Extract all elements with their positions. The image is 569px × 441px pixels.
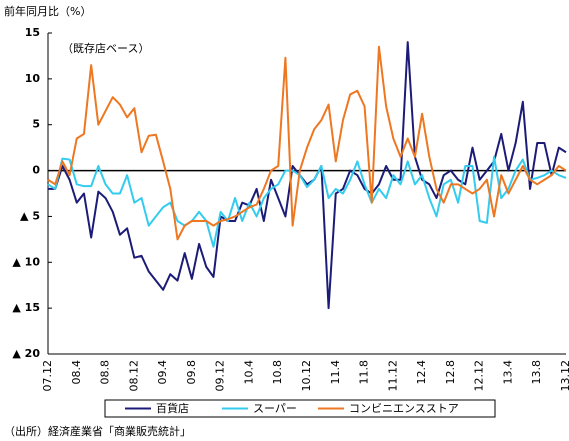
x-tick-label: 13.8: [530, 360, 543, 385]
series-line: [47, 155, 567, 248]
legend-label: コンビニエンスストア: [349, 402, 459, 415]
y-tick-label: 5: [32, 118, 40, 131]
legend-box: [104, 399, 496, 418]
y-axis-label: 前年同月比（%）: [4, 4, 91, 18]
legend-label: スーパー: [253, 402, 297, 415]
x-tick-label: 10.12: [300, 360, 313, 392]
y-tick-label: ▲ 5: [20, 209, 40, 222]
y-tick-label: ▲ 20: [12, 347, 40, 360]
x-tick-label: 09.12: [214, 360, 227, 392]
x-tick-label: 11.8: [358, 360, 371, 385]
x-tick-label: 10.4: [242, 360, 255, 385]
x-tick-label: 08.12: [127, 360, 140, 392]
y-tick-label: 10: [25, 72, 41, 85]
y-tick-label: 15: [25, 26, 40, 39]
y-tick-label: ▲ 10: [12, 255, 40, 268]
x-tick-label: 12.4: [415, 360, 428, 385]
x-tick-label: 09.8: [185, 360, 198, 385]
x-tick-label: 10.8: [271, 360, 284, 385]
series-line: [48, 41, 567, 310]
y-tick-label: 0: [32, 164, 40, 177]
series-line: [47, 45, 567, 241]
x-tick-label: 09.4: [156, 360, 169, 385]
x-tick-label: 08.8: [99, 360, 112, 385]
x-tick-label: 13.12: [559, 360, 569, 392]
x-tick-label: 07.12: [41, 360, 54, 392]
annotation: （既存店ベース）: [62, 41, 149, 55]
legend-label: 百貨店: [156, 401, 189, 415]
x-tick-label: 08.4: [70, 360, 83, 385]
source: （出所）経済産業省「商業販売統計」: [4, 424, 191, 438]
x-tick-label: 12.8: [444, 360, 457, 385]
x-tick-label: 11.4: [329, 360, 342, 385]
x-tick-label: 13.4: [501, 360, 514, 385]
y-tick-label: ▲ 15: [12, 301, 40, 314]
x-tick-label: 12.12: [473, 360, 486, 392]
x-tick-label: 11.12: [386, 360, 399, 392]
